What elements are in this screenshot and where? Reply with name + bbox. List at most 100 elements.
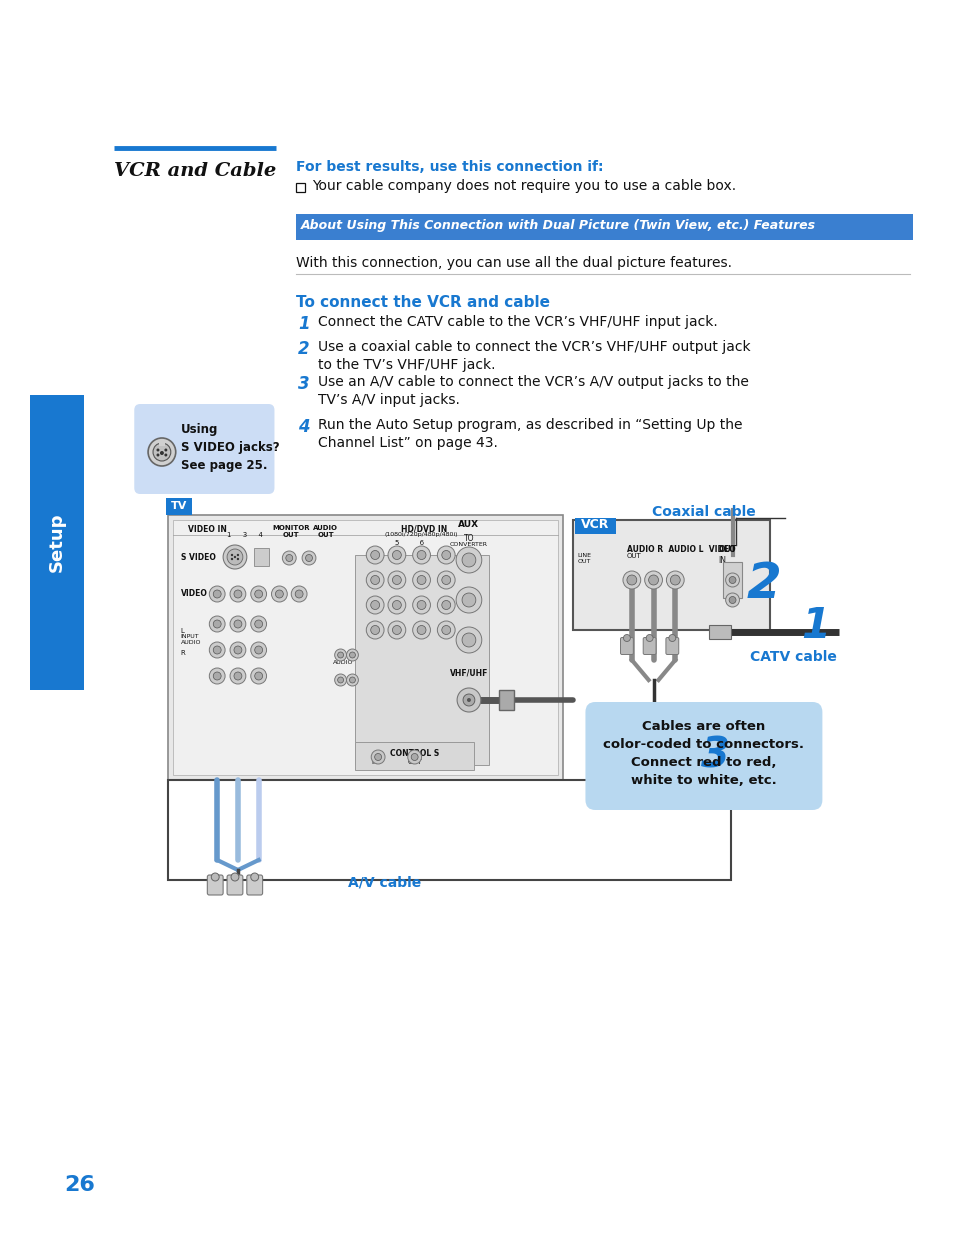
Text: AUDIO R  AUDIO L  VIDEO: AUDIO R AUDIO L VIDEO [626, 545, 735, 555]
Text: To connect the VCR and cable: To connect the VCR and cable [295, 295, 550, 310]
Circle shape [407, 750, 421, 764]
Circle shape [251, 873, 258, 881]
Circle shape [461, 634, 476, 647]
Circle shape [392, 551, 401, 559]
Circle shape [466, 698, 471, 701]
Circle shape [211, 873, 219, 881]
Circle shape [254, 646, 262, 655]
Circle shape [346, 650, 358, 661]
FancyBboxPatch shape [166, 498, 192, 515]
Text: R: R [180, 650, 185, 656]
Circle shape [725, 573, 739, 587]
Circle shape [294, 590, 303, 598]
Circle shape [413, 597, 430, 614]
Text: AUDIO: AUDIO [313, 525, 338, 531]
Circle shape [375, 753, 381, 761]
Circle shape [272, 585, 287, 601]
Circle shape [411, 753, 417, 761]
Text: Using
S VIDEO jacks?
See page 25.: Using S VIDEO jacks? See page 25. [180, 424, 279, 473]
Circle shape [302, 551, 315, 564]
Circle shape [233, 672, 242, 680]
Circle shape [416, 576, 426, 584]
Circle shape [436, 546, 455, 564]
Circle shape [213, 646, 221, 655]
Text: HD/DVD IN: HD/DVD IN [401, 525, 447, 534]
Text: 3: 3 [298, 375, 310, 393]
Text: MONITOR: MONITOR [273, 525, 310, 531]
Text: VIDEO: VIDEO [180, 589, 208, 599]
Circle shape [251, 585, 266, 601]
Text: 5         6: 5 6 [395, 540, 423, 546]
FancyBboxPatch shape [574, 517, 616, 534]
Circle shape [236, 553, 239, 556]
Circle shape [728, 597, 735, 604]
Circle shape [251, 642, 266, 658]
Text: AUDIO: AUDIO [180, 640, 201, 645]
Text: Connect the CATV cable to the VCR’s VHF/UHF input jack.: Connect the CATV cable to the VCR’s VHF/… [317, 315, 717, 329]
Circle shape [648, 576, 658, 585]
Text: AUX: AUX [457, 520, 479, 529]
Circle shape [346, 674, 358, 685]
Circle shape [388, 597, 405, 614]
Circle shape [209, 585, 225, 601]
Circle shape [233, 620, 242, 629]
FancyBboxPatch shape [355, 742, 474, 769]
Circle shape [164, 453, 167, 457]
Circle shape [644, 571, 661, 589]
Text: CATV cable: CATV cable [749, 650, 837, 664]
Text: OUT: OUT [317, 532, 334, 538]
Circle shape [275, 590, 283, 598]
Text: Run the Auto Setup program, as described in “Setting Up the
Channel List” on pag: Run the Auto Setup program, as described… [317, 417, 741, 451]
Circle shape [230, 585, 246, 601]
Circle shape [436, 571, 455, 589]
Circle shape [371, 750, 385, 764]
Circle shape [231, 553, 233, 556]
Circle shape [251, 616, 266, 632]
Circle shape [456, 547, 481, 573]
FancyBboxPatch shape [295, 214, 912, 240]
Circle shape [366, 546, 384, 564]
FancyBboxPatch shape [355, 555, 488, 764]
FancyBboxPatch shape [247, 876, 262, 895]
Text: CONVERTER: CONVERTER [450, 542, 487, 547]
Circle shape [230, 668, 246, 684]
Circle shape [349, 677, 355, 683]
Circle shape [388, 621, 405, 638]
Text: A/V cable: A/V cable [348, 876, 421, 890]
Text: VIDEO IN: VIDEO IN [188, 525, 227, 534]
Circle shape [254, 672, 262, 680]
Circle shape [233, 590, 242, 598]
Circle shape [441, 600, 450, 610]
Text: OUT: OUT [718, 545, 736, 555]
Text: 2: 2 [745, 559, 781, 608]
Text: About Using This Connection with Dual Picture (Twin View, etc.) Features: About Using This Connection with Dual Pi… [301, 220, 816, 232]
Circle shape [230, 616, 246, 632]
Circle shape [209, 642, 225, 658]
Circle shape [388, 571, 405, 589]
Circle shape [725, 593, 739, 606]
Circle shape [156, 453, 159, 457]
Circle shape [231, 873, 238, 881]
Text: AUDIO: AUDIO [333, 659, 353, 664]
Circle shape [160, 451, 164, 454]
FancyBboxPatch shape [498, 690, 514, 710]
Circle shape [233, 646, 242, 655]
FancyBboxPatch shape [207, 876, 223, 895]
Circle shape [213, 590, 221, 598]
Circle shape [392, 600, 401, 610]
Text: LINE: LINE [577, 553, 591, 558]
Circle shape [461, 553, 476, 567]
Circle shape [366, 621, 384, 638]
FancyBboxPatch shape [168, 515, 562, 781]
Circle shape [254, 620, 262, 629]
Circle shape [456, 688, 480, 713]
Circle shape [456, 627, 481, 653]
Text: TV: TV [171, 501, 187, 511]
Circle shape [441, 576, 450, 584]
Text: IN: IN [718, 556, 726, 564]
Circle shape [254, 590, 262, 598]
Circle shape [392, 625, 401, 635]
FancyBboxPatch shape [172, 520, 558, 776]
FancyBboxPatch shape [295, 183, 305, 191]
Text: Use an A/V cable to connect the VCR’s A/V output jacks to the
TV’s A/V input jac: Use an A/V cable to connect the VCR’s A/… [317, 375, 748, 408]
